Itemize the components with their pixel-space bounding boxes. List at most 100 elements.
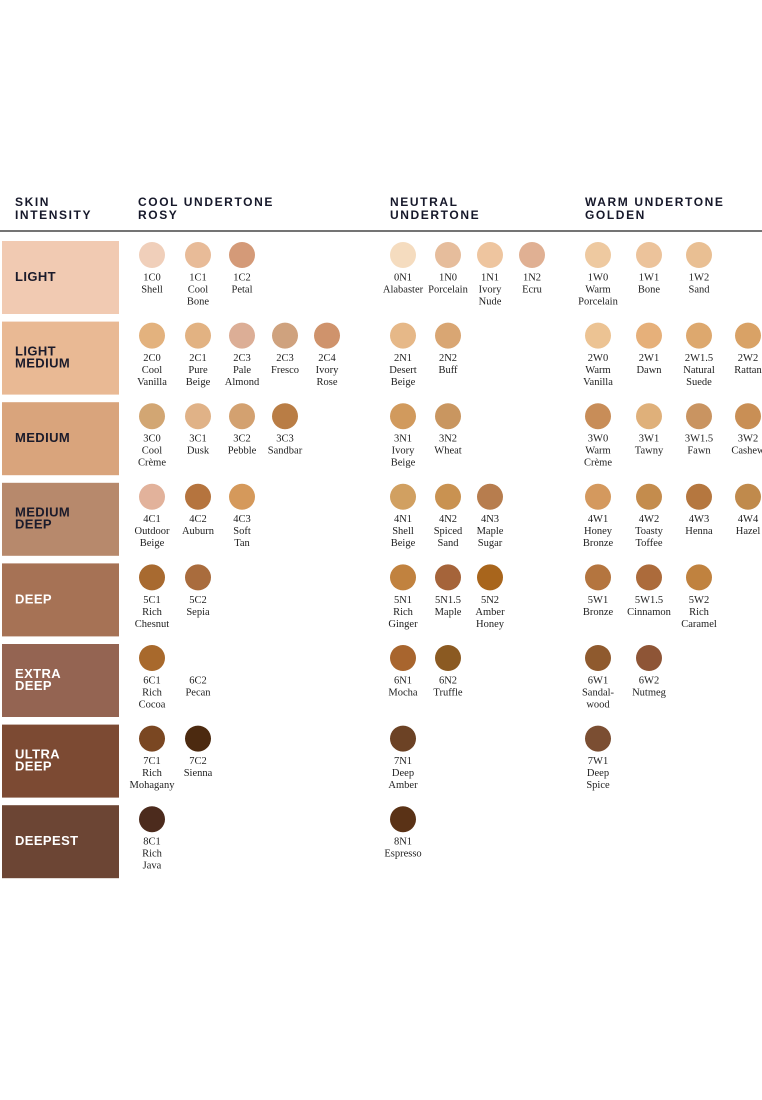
intensity-label: DEEP	[15, 591, 52, 606]
shade-name: Beige	[391, 458, 416, 469]
shade-name: Ecru	[522, 284, 543, 295]
shade-swatch	[585, 725, 611, 752]
shade-name: Hazel	[736, 526, 761, 537]
shade-name: Rose	[317, 377, 338, 388]
shade-name: Beige	[140, 538, 165, 549]
column-header: COOL UNDERTONE	[138, 195, 274, 209]
column-header: INTENSITY	[15, 208, 92, 222]
shade-code: 4N1	[394, 514, 412, 525]
shade-code: 4C2	[189, 514, 207, 525]
shade-name: Amber	[475, 607, 505, 618]
column-header: WARM UNDERTONE	[585, 195, 725, 209]
shade-swatch	[636, 564, 662, 591]
shade-swatch	[435, 645, 461, 671]
shade-code: 7W1	[588, 756, 608, 767]
shade-code: 3C0	[143, 434, 161, 445]
shade-swatch	[390, 322, 416, 349]
shade-swatch	[636, 403, 662, 430]
shade-swatch	[185, 242, 211, 268]
shade-code: 5W1	[588, 595, 608, 606]
shade-name: Toasty	[635, 526, 664, 537]
shade-code: 2W1.5	[685, 353, 713, 364]
shade-name: Spice	[586, 780, 610, 791]
shade-swatch	[735, 483, 761, 510]
shade-swatch	[390, 806, 416, 833]
shade-swatch	[636, 645, 662, 671]
shade-code: 4W4	[738, 514, 759, 525]
shade-name: Maple	[477, 526, 504, 537]
shade-name: Sepia	[186, 607, 210, 618]
shade-name: Warm	[585, 284, 610, 295]
shade-code: 3N1	[394, 434, 412, 445]
shade-name: Cashew	[731, 446, 762, 457]
shade-swatch	[229, 242, 255, 268]
shade-name: Auburn	[182, 526, 215, 537]
shade-code: 8N1	[394, 837, 412, 848]
intensity-label: DEEP	[15, 517, 52, 532]
shade-code: 3W1	[639, 434, 659, 445]
shade-name: Fresco	[271, 365, 299, 376]
shade-code: 6N1	[394, 675, 412, 686]
shade-name: Ivory	[392, 446, 415, 457]
shade-swatch	[185, 483, 211, 510]
shade-code: 4W3	[689, 514, 709, 525]
shade-swatch	[585, 645, 611, 671]
shade-code: 2C4	[318, 353, 336, 364]
shade-name: Cool	[142, 446, 163, 457]
shade-swatch	[139, 564, 165, 591]
shade-swatch	[477, 564, 503, 591]
shade-name: Rich	[142, 849, 163, 860]
shade-name: Mohagany	[130, 780, 176, 791]
shade-swatch	[272, 403, 298, 430]
shade-name: Sienna	[184, 768, 213, 779]
shade-name: Rich	[142, 768, 163, 779]
shade-swatch	[686, 242, 712, 268]
shade-name: Alabaster	[383, 284, 424, 295]
intensity-label: DEEP	[15, 759, 52, 774]
shade-name: Vanilla	[137, 377, 167, 388]
shade-name: Sandbar	[268, 446, 303, 457]
shade-name: Natural	[683, 365, 715, 376]
shade-code: 7C2	[189, 756, 207, 767]
shade-name: Cocoa	[139, 699, 166, 710]
intensity-box	[2, 563, 119, 637]
shade-swatch	[435, 483, 461, 510]
column-header: ROSY	[138, 208, 178, 222]
shade-name: Espresso	[384, 849, 421, 860]
shade-code: 6W1	[588, 675, 608, 686]
shade-swatch	[636, 483, 662, 510]
shade-code: 3C3	[276, 434, 294, 445]
shade-code: 4W1	[588, 514, 608, 525]
shade-name: Java	[143, 861, 162, 872]
shade-name: Deep	[587, 768, 609, 779]
shade-name: Sand	[438, 538, 460, 549]
shade-swatch	[139, 322, 165, 349]
shade-code: 1C0	[143, 272, 161, 283]
shade-name: Rich	[142, 687, 163, 698]
shade-code: 3W2	[738, 434, 758, 445]
shade-code: 2C0	[143, 353, 161, 364]
shade-name: Caramel	[681, 619, 717, 630]
shade-swatch	[139, 242, 165, 268]
shade-code: 3C1	[189, 434, 207, 445]
shade-name: Suede	[686, 377, 712, 388]
shade-name: Cool	[188, 284, 209, 295]
shade-name: Buff	[438, 365, 458, 376]
shade-name: Sand	[689, 284, 711, 295]
shade-code: 5N2	[481, 595, 499, 606]
shade-code: 3W0	[588, 434, 608, 445]
shade-name: Bone	[187, 296, 210, 307]
shade-swatch	[477, 483, 503, 510]
shade-swatch	[636, 322, 662, 349]
shade-swatch	[139, 645, 165, 671]
intensity-label: MEDIUM	[15, 356, 70, 371]
shade-code: 4C3	[233, 514, 251, 525]
intensity-label: LIGHT	[15, 344, 56, 359]
shade-name: Chesnut	[135, 619, 170, 630]
shade-name: Wheat	[434, 446, 461, 457]
shade-code: 6W2	[639, 675, 659, 686]
shade-swatch	[435, 322, 461, 349]
shade-code: 3C2	[233, 434, 251, 445]
shade-code: 4W2	[639, 514, 659, 525]
shade-code: 4N2	[439, 514, 457, 525]
